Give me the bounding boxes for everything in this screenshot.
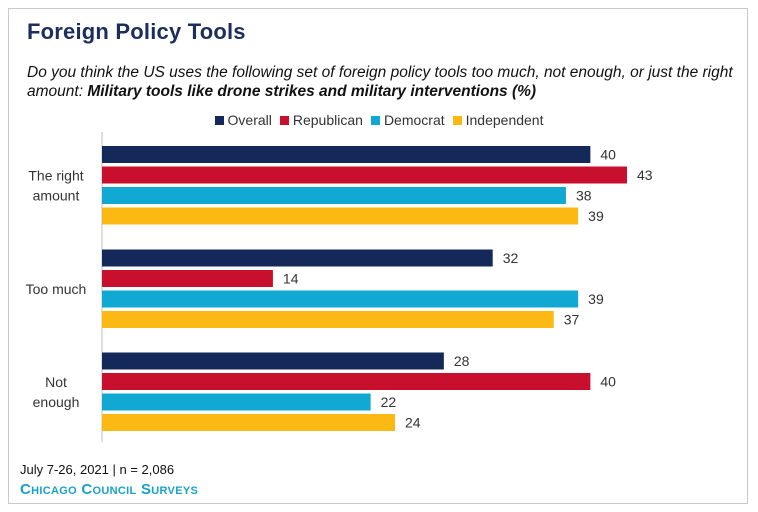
data-label: 24 (405, 415, 421, 431)
category-label: Too much (26, 281, 87, 297)
data-label: 14 (283, 271, 299, 287)
data-label: 32 (503, 250, 519, 266)
data-label: 37 (564, 312, 580, 328)
data-label: 40 (600, 374, 616, 390)
brand-logo-text: Chicago Council Surveys (20, 481, 199, 498)
category-label: The right (28, 167, 83, 183)
subtitle-lead: Do you think the US uses the following s… (27, 64, 733, 100)
data-label: 39 (588, 208, 604, 224)
legend-item-independent: Independent (452, 112, 544, 128)
bar-republican-1 (102, 270, 273, 287)
legend-label: Independent (465, 112, 544, 128)
subtitle-bold: Military tools like drone strikes and mi… (87, 83, 537, 100)
category-label: amount (33, 187, 80, 203)
chart-subtitle: Do you think the US uses the following s… (27, 63, 742, 101)
chart-legend: Overall Republican Democrat Independent (0, 112, 758, 128)
legend-swatch-independent (452, 116, 462, 125)
bar-overall-2 (102, 352, 444, 370)
category-label: enough (33, 394, 80, 410)
data-label: 43 (637, 167, 653, 183)
category-label: Not (45, 374, 67, 390)
bar-independent-1 (102, 311, 554, 328)
legend-label: Republican (292, 112, 363, 128)
bar-independent-2 (102, 414, 396, 431)
survey-note: July 7-26, 2021 | n = 2,086 (20, 462, 175, 477)
data-label: 38 (576, 188, 592, 204)
data-label: 40 (600, 147, 616, 163)
data-label: 39 (588, 291, 604, 307)
bar-democrat-1 (102, 290, 579, 308)
legend-swatch-democrat (370, 116, 380, 125)
legend-item-republican: Republican (279, 112, 363, 128)
bar-independent-0 (102, 207, 579, 225)
bar-democrat-2 (102, 393, 371, 411)
data-label: 22 (381, 394, 397, 410)
legend-label: Democrat (383, 112, 445, 128)
chart-title: Foreign Policy Tools (27, 19, 246, 44)
legend-label: Overall (227, 112, 272, 128)
legend-swatch-republican (279, 116, 289, 125)
bar-democrat-0 (102, 187, 566, 204)
bar-overall-1 (102, 249, 493, 267)
bar-republican-2 (102, 373, 591, 390)
bar-overall-0 (102, 146, 591, 163)
legend-item-democrat: Democrat (370, 112, 445, 128)
legend-swatch-overall (214, 116, 224, 125)
data-label: 28 (454, 353, 470, 369)
legend-item-overall: Overall (214, 112, 272, 128)
bar-republican-0 (102, 166, 627, 184)
